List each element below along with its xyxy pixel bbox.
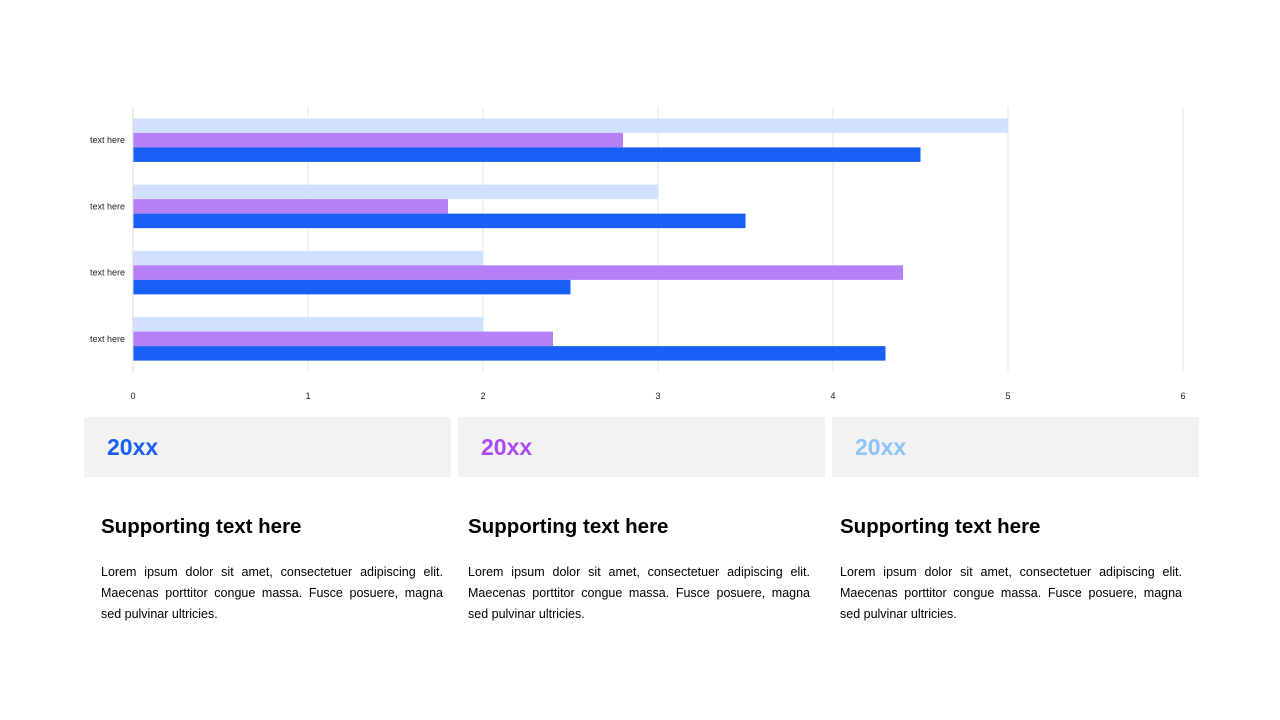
bar-cat3-series1 [133,250,483,266]
bar-cat4-series1 [133,317,483,332]
bar-cat1-series2 [133,132,623,148]
bar-cat3-series2 [133,265,903,280]
x-tick-label-5: 5 [1005,391,1010,401]
year-label-1: 20xx [107,434,159,460]
x-tick-label-2: 2 [480,391,485,401]
supporting-column-2: Supporting text here Lorem ipsum dolor s… [468,512,810,625]
category-label-1: text here [90,135,125,145]
bar-cat2-series1 [133,184,658,200]
category-label-4: text here [90,334,125,344]
year-label-2: 20xx [481,434,533,460]
supporting-heading-1: Supporting text here [101,515,302,538]
bar-cat3-series3 [133,279,571,295]
x-tick-label-1: 1 [305,391,310,401]
bar-cat4-series3 [133,346,886,361]
supporting-column-1: Supporting text here Lorem ipsum dolor s… [101,512,443,625]
supporting-body-1: Lorem ipsum dolor sit amet, consectetuer… [101,565,443,621]
x-tick-label-3: 3 [655,391,660,401]
bar-cat1-series1 [133,118,1008,133]
year-label-3: 20xx [855,434,907,460]
year-box-2: 20xx [458,417,825,477]
x-tick-label-4: 4 [830,391,835,401]
supporting-heading-3: Supporting text here [840,515,1041,538]
supporting-heading-2: Supporting text here [468,515,669,538]
bar-cat1-series3 [133,147,921,162]
category-label-3: text here [90,268,125,278]
bar-cat2-series2 [133,199,448,214]
year-box-1: 20xx [84,417,451,477]
bar-cat4-series2 [133,331,553,347]
supporting-column-3: Supporting text here Lorem ipsum dolor s… [840,512,1182,625]
bar-cat2-series3 [133,213,746,229]
supporting-body-2: Lorem ipsum dolor sit amet, consectetuer… [468,565,810,621]
category-label-2: text here [90,201,125,211]
year-box-3: 20xx [832,417,1199,477]
x-tick-label-0: 0 [130,391,135,401]
bar-chart: 0 1 2 3 4 5 6 text here text here text here text h… [90,107,1186,401]
x-tick-label-6: 6 [1180,391,1185,401]
supporting-body-3: Lorem ipsum dolor sit amet, consectetuer… [840,565,1182,621]
